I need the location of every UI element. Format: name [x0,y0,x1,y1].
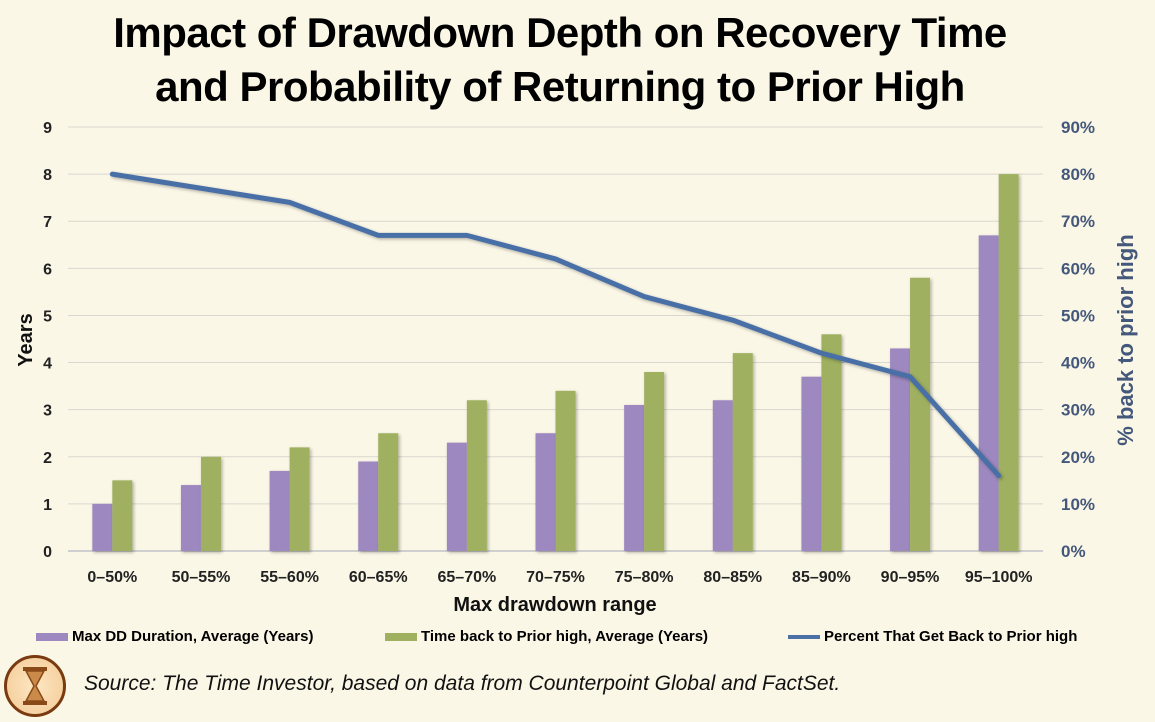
bar-time-back [732,353,753,551]
y2-tick-label: 70% [1061,212,1095,231]
bar-time-back [289,447,310,551]
y-tick-label: 6 [43,261,52,278]
x-tick-label: 90–95% [881,569,940,586]
x-tick-label: 65–70% [438,569,497,586]
legend-label: Time back to Prior high, Average (Years) [421,628,709,645]
y2-tick-label: 30% [1061,401,1095,420]
legend-label: Percent That Get Back to Prior high [824,628,1078,645]
y-tick-label: 5 [43,308,52,325]
y-tick-label: 8 [43,167,52,184]
title-line-2: and Probability of Returning to Prior Hi… [155,63,965,110]
x-tick-label: 55–60% [260,569,319,586]
bar-max-dd [624,404,645,551]
y-tick-label: 9 [43,120,52,137]
y-tick-label: 7 [43,214,52,231]
bar-max-dd [978,235,999,551]
hourglass-icon [4,655,66,717]
y-tick-label: 0 [43,544,52,561]
y2-tick-label: 40% [1061,354,1095,373]
y2-tick-label: 20% [1061,448,1095,467]
y2-tick-label: 90% [1061,118,1095,137]
y-tick-label: 2 [43,450,52,467]
x-tick-label: 50–55% [172,569,231,586]
bar-time-back [821,334,842,551]
bar-time-back [555,390,576,551]
chart-title: Impact of Drawdown Depth on Recovery Tim… [0,6,1120,114]
x-tick-label: 70–75% [526,569,585,586]
bar-max-dd [712,400,733,551]
bar-max-dd [446,442,467,551]
x-tick-label: 85–90% [792,569,851,586]
x-tick-label: 60–65% [349,569,408,586]
bar-time-back [112,480,133,551]
legend-label: Max DD Duration, Average (Years) [72,628,314,645]
bar-time-back [910,277,931,551]
y2-axis-title: % back to prior high [1113,234,1138,445]
bar-time-back [644,371,665,551]
y2-tick-label: 50% [1061,306,1095,325]
y-tick-label: 4 [43,356,52,373]
legend-item-percent: Percent That Get Back to Prior high [788,628,1077,645]
y2-tick-label: 0% [1061,542,1086,561]
title-line-1: Impact of Drawdown Depth on Recovery Tim… [113,9,1007,56]
bar-max-dd [535,433,556,551]
bar-max-dd [180,485,201,551]
bar-time-back [998,174,1019,551]
legend-swatch [788,634,820,639]
bar-time-back [378,433,399,551]
y-tick-label: 1 [43,497,52,514]
legend-swatch [385,632,417,641]
x-tick-label: 80–85% [703,569,762,586]
bar-max-dd [801,376,822,551]
source-note: Source: The Time Investor, based on data… [84,672,841,695]
bar-time-back [466,400,487,551]
bar-max-dd [890,348,911,551]
legend: Max DD Duration, Average (Years) Time ba… [0,628,1155,650]
y-axis-title: Years [15,313,37,366]
legend-swatch [36,632,68,641]
y2-tick-label: 10% [1061,495,1095,514]
chart-svg: 01234567890%10%20%30%40%50%60%70%80%90%0… [15,118,1138,616]
y-tick-label: 3 [43,403,52,420]
x-tick-label: 75–80% [615,569,674,586]
x-tick-label: 95–100% [965,569,1033,586]
x-tick-label: 0–50% [87,569,137,586]
bar-max-dd [269,470,290,551]
y2-tick-label: 60% [1061,259,1095,278]
bar-max-dd [358,461,379,551]
y2-tick-label: 80% [1061,165,1095,184]
bar-time-back [200,456,221,551]
bar-max-dd [92,503,113,551]
legend-item-time-back: Time back to Prior high, Average (Years) [385,628,708,645]
x-axis-title: Max drawdown range [453,594,656,616]
legend-item-max-dd: Max DD Duration, Average (Years) [36,628,313,645]
